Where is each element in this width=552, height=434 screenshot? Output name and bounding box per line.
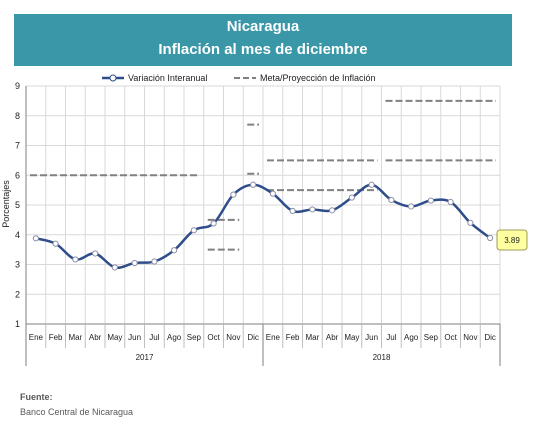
data-point xyxy=(329,207,336,214)
x-tick-label: Jun xyxy=(365,333,378,342)
x-tick-label: Feb xyxy=(286,333,300,342)
data-point xyxy=(32,235,39,242)
x-tick-label: Dic xyxy=(247,333,259,342)
y-tick-label: 6 xyxy=(15,170,20,180)
x-tick-label: Abr xyxy=(326,333,339,342)
y-tick-label: 4 xyxy=(15,230,20,240)
x-tick-label: Ago xyxy=(167,333,182,342)
x-tick-label: Oct xyxy=(444,333,457,342)
data-point xyxy=(111,264,118,271)
x-tick-label: Mar xyxy=(68,333,82,342)
x-tick-label: Oct xyxy=(207,333,220,342)
data-point xyxy=(388,196,395,204)
chart-title: Inflación al mes de diciembre xyxy=(158,41,368,58)
data-point xyxy=(408,203,415,210)
last-value-callout: 3.89 xyxy=(496,229,528,251)
chart-country-title: Nicaragua xyxy=(226,18,300,35)
source-text: Banco Central de Nicaragua xyxy=(20,407,134,417)
data-point xyxy=(190,227,197,234)
data-point xyxy=(230,191,237,198)
data-point xyxy=(92,250,99,257)
y-tick-label: 1 xyxy=(15,319,20,329)
data-point xyxy=(151,258,158,265)
svg-text:3.89: 3.89 xyxy=(504,236,520,245)
year-label: 2017 xyxy=(136,353,154,362)
y-tick-label: 9 xyxy=(15,81,20,91)
data-point xyxy=(368,181,375,188)
y-tick-label: 7 xyxy=(15,141,20,151)
x-tick-label: Jul xyxy=(386,333,396,342)
x-tick-label: Ene xyxy=(29,333,44,342)
x-tick-label: Jul xyxy=(149,333,159,342)
x-tick-label: Sep xyxy=(187,333,202,342)
data-point xyxy=(447,198,454,206)
legend-meta-proyeccion: Meta/Proyección de Inflación xyxy=(260,73,376,83)
data-point xyxy=(131,259,138,267)
data-point xyxy=(289,207,296,215)
title-banner: Nicaragua Inflación al mes de diciembre xyxy=(14,14,512,66)
data-point xyxy=(52,240,59,247)
data-point xyxy=(269,190,276,197)
legend-variacion-interanual: Variación Interanual xyxy=(128,73,207,83)
data-point xyxy=(72,256,79,263)
y-tick-label: 2 xyxy=(15,289,20,299)
x-tick-label: Sep xyxy=(424,333,439,342)
x-tick-label: Jun xyxy=(128,333,141,342)
data-point xyxy=(210,220,217,227)
x-tick-label: Feb xyxy=(49,333,63,342)
source-label: Fuente: xyxy=(20,392,53,402)
data-point xyxy=(348,194,355,201)
x-tick-label: Dic xyxy=(484,333,496,342)
inflation-chart: 1 2 3 4 5 6 7 8 9 Ene Feb Mar Abr May Jun Jul Ago Sep Oct N… xyxy=(1,73,528,366)
x-tick-label: Ago xyxy=(404,333,419,342)
y-axis-label: Porcentajes xyxy=(1,180,11,228)
x-tick-label: May xyxy=(107,333,122,342)
data-point xyxy=(427,197,434,204)
x-tick-label: Abr xyxy=(89,333,102,342)
data-point xyxy=(250,181,257,188)
x-tick-label: Nov xyxy=(226,333,240,342)
x-tick-label: May xyxy=(344,333,359,342)
y-tick-label: 5 xyxy=(15,200,20,210)
data-point xyxy=(487,234,494,242)
data-point xyxy=(171,247,178,254)
y-tick-label: 3 xyxy=(15,260,20,270)
x-tick-label: Ene xyxy=(266,333,281,342)
y-tick-label: 8 xyxy=(15,111,20,121)
x-tick-label: Mar xyxy=(305,333,319,342)
data-point xyxy=(467,219,474,226)
data-point xyxy=(309,206,316,213)
year-label: 2018 xyxy=(373,353,391,362)
x-tick-label: Nov xyxy=(463,333,477,342)
